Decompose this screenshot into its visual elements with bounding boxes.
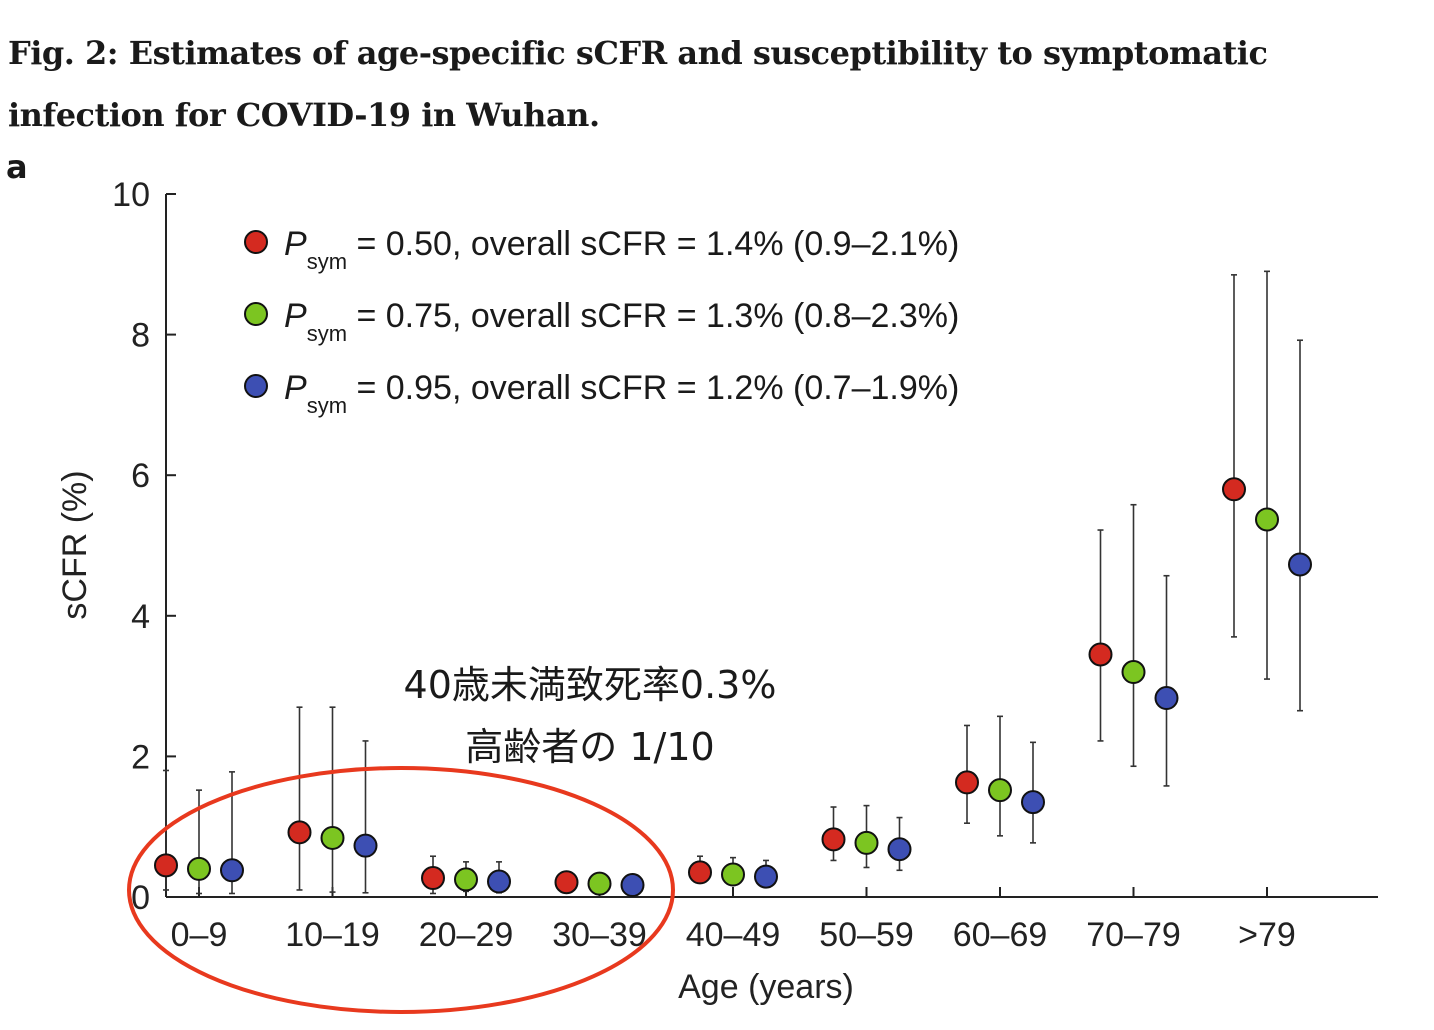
data-point — [554, 870, 579, 895]
panel-label: a — [6, 148, 28, 186]
data-point — [887, 837, 912, 862]
data-point — [1121, 660, 1146, 685]
data-point — [955, 770, 979, 795]
data-point — [1154, 686, 1179, 711]
x-tick-label: 70–79 — [1086, 916, 1181, 954]
legend-marker — [244, 374, 268, 398]
data-point — [454, 867, 478, 892]
data-point — [688, 860, 712, 885]
data-point — [353, 833, 378, 858]
legend-subscript: sym — [307, 393, 347, 418]
data-point — [1021, 790, 1045, 815]
chart-legend: Psym = 0.50, overall sCFR = 1.4% (0.9–2.… — [244, 225, 959, 418]
x-tick-label: 50–59 — [819, 916, 914, 954]
legend-marker — [244, 230, 268, 254]
data-point — [620, 873, 645, 898]
y-tick-label: 6 — [131, 457, 150, 495]
legend-subscript: sym — [307, 321, 347, 346]
legend-entry: Psym = 0.95, overall sCFR = 1.2% (0.7–1.… — [284, 369, 959, 418]
legend-symbol: P — [284, 297, 307, 335]
data-point — [854, 830, 879, 855]
data-point — [1088, 642, 1113, 667]
data-point — [754, 864, 778, 889]
data-point — [721, 862, 745, 887]
y-tick-label: 10 — [112, 176, 150, 214]
legend-entry: Psym = 0.75, overall sCFR = 1.3% (0.8–2.… — [284, 297, 959, 346]
x-tick-label: 20–29 — [419, 916, 514, 954]
y-tick-label: 2 — [131, 738, 150, 776]
data-point — [988, 778, 1012, 803]
data-point — [287, 820, 312, 845]
legend-subscript: sym — [307, 249, 347, 274]
legend-symbol: P — [284, 369, 307, 407]
highlight-ellipse — [127, 766, 675, 1014]
x-tick-label: 60–69 — [953, 916, 1048, 954]
x-tick-label: 10–19 — [285, 916, 380, 954]
y-tick-label: 4 — [131, 598, 150, 636]
x-tick-label: >79 — [1238, 916, 1296, 954]
legend-symbol: P — [284, 225, 307, 263]
legend-text: = 0.75, overall sCFR = 1.3% (0.8–2.3%) — [347, 297, 959, 335]
data-point — [1255, 507, 1279, 532]
annotation-line-1: 40歳未満致死率0.3% — [404, 663, 777, 707]
legend-text: = 0.95, overall sCFR = 1.2% (0.7–1.9%) — [347, 369, 959, 407]
data-point — [1222, 477, 1246, 502]
data-point — [1288, 552, 1312, 577]
legend-marker — [244, 302, 268, 326]
legend-text: = 0.50, overall sCFR = 1.4% (0.9–2.1%) — [347, 225, 959, 263]
x-tick-label: 0–9 — [171, 916, 228, 954]
y-tick-label: 0 — [131, 879, 150, 917]
x-tick-label: 30–39 — [552, 916, 647, 954]
data-point — [421, 866, 445, 891]
x-axis-label: Age (years) — [678, 968, 854, 1006]
data-point — [220, 858, 244, 883]
data-points — [154, 477, 1312, 898]
data-point — [320, 825, 345, 850]
error-bars — [163, 270, 1303, 895]
data-point — [587, 871, 612, 896]
legend-entry: Psym = 0.50, overall sCFR = 1.4% (0.9–2.… — [284, 225, 959, 274]
data-point — [154, 853, 178, 878]
data-point — [487, 869, 511, 894]
annotation-group: 40歳未満致死率0.3% 高齢者の 1/10 — [127, 663, 777, 1014]
y-tick-label: 8 — [131, 317, 150, 355]
data-point — [187, 856, 211, 881]
y-axis-label: sCFR (%) — [56, 470, 94, 619]
annotation-line-2: 高齢者の 1/10 — [465, 725, 714, 769]
x-tick-label: 40–49 — [686, 916, 781, 954]
figure-title: Fig. 2: Estimates of age-specific sCFR a… — [8, 34, 1268, 134]
chart-axes: 0 2 4 6 8 10 0–9 10–19 20–29 30–39 40–49 50–59 60–69… — [56, 176, 1378, 1006]
data-point — [821, 827, 846, 852]
